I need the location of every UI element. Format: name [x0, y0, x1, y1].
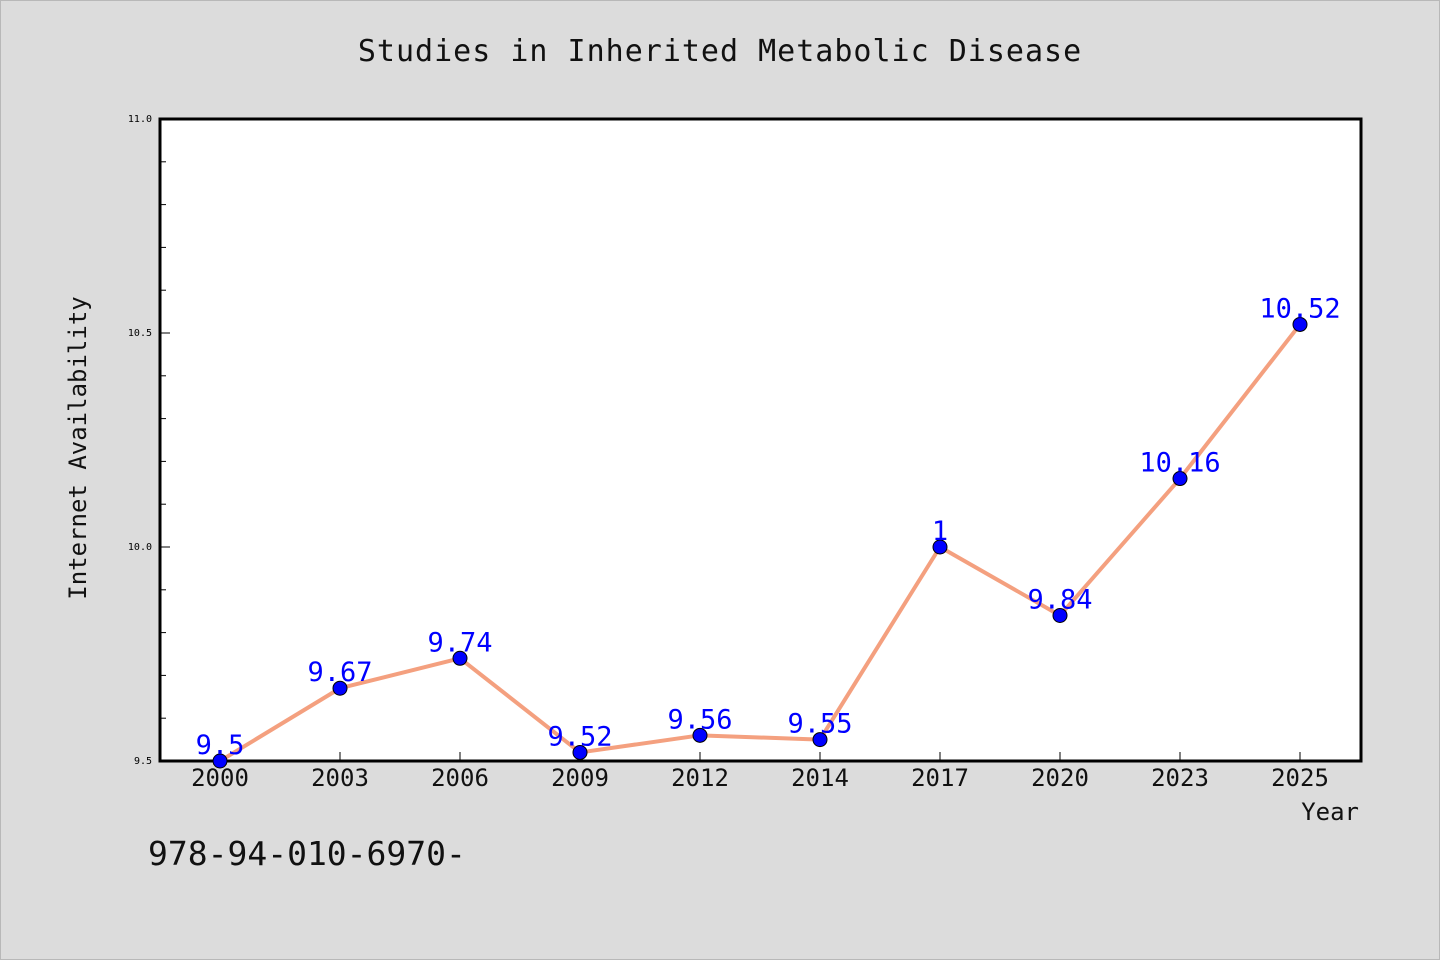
data-point — [1172, 471, 1188, 487]
data-point — [332, 680, 348, 696]
data-label: 9.55 — [787, 709, 852, 740]
y-axis: 9.5 10.0 10.5 11.0 — [128, 114, 170, 767]
data-point — [1292, 316, 1308, 332]
x-tick-label: 2017 — [911, 764, 969, 792]
data-label: 9.67 — [307, 657, 372, 688]
x-tick-label: 2009 — [551, 764, 609, 792]
x-tick-label: 2014 — [791, 764, 849, 792]
data-point — [1052, 607, 1068, 623]
y-tick-label: 11.0 — [128, 114, 152, 125]
data-label: 10.52 — [1259, 293, 1340, 324]
y-tick-label: 10.5 — [128, 328, 152, 339]
x-tick-label: 2000 — [191, 764, 249, 792]
data-point — [572, 744, 588, 760]
chart-title: Studies in Inherited Metabolic Disease — [357, 34, 1083, 69]
data-label: 10.16 — [1139, 448, 1220, 479]
y-axis-label: Internet Availability — [64, 296, 92, 599]
x-tick-label: 2006 — [431, 764, 489, 792]
x-tick-label: 2023 — [1151, 764, 1209, 792]
data-point — [932, 539, 948, 555]
data-point — [452, 650, 468, 666]
data-label: 9.74 — [427, 627, 492, 658]
x-axis: 2000 2003 2006 2009 2012 2014 2017 2020 2023 2025 — [191, 752, 1329, 792]
data-point — [812, 732, 828, 748]
data-label: 9.52 — [547, 721, 612, 752]
series-line — [218, 323, 1302, 763]
data-point — [692, 727, 708, 743]
data-label: 9.84 — [1027, 584, 1092, 615]
x-tick-label: 2003 — [311, 764, 369, 792]
y-tick-label: 9.5 — [134, 756, 152, 767]
x-tick-label: 2020 — [1031, 764, 1089, 792]
data-labels: 9.5 9.67 9.74 9.52 9.56 9.55 1 9.84 10.16 10.52 — [196, 293, 1341, 761]
data-label: 9.56 — [667, 704, 732, 735]
data-label: 9.5 — [196, 730, 245, 761]
x-tick-label: 2012 — [671, 764, 729, 792]
footer-code: 978-94-010-6970- — [148, 834, 466, 873]
plot-area — [158, 117, 1363, 763]
x-axis-label: Year — [1301, 798, 1359, 826]
data-markers — [212, 316, 1308, 769]
x-tick-label: 2025 — [1271, 764, 1329, 792]
data-label: 1 — [932, 516, 948, 547]
data-point — [212, 753, 228, 769]
y-tick-label: 10.0 — [128, 542, 152, 553]
